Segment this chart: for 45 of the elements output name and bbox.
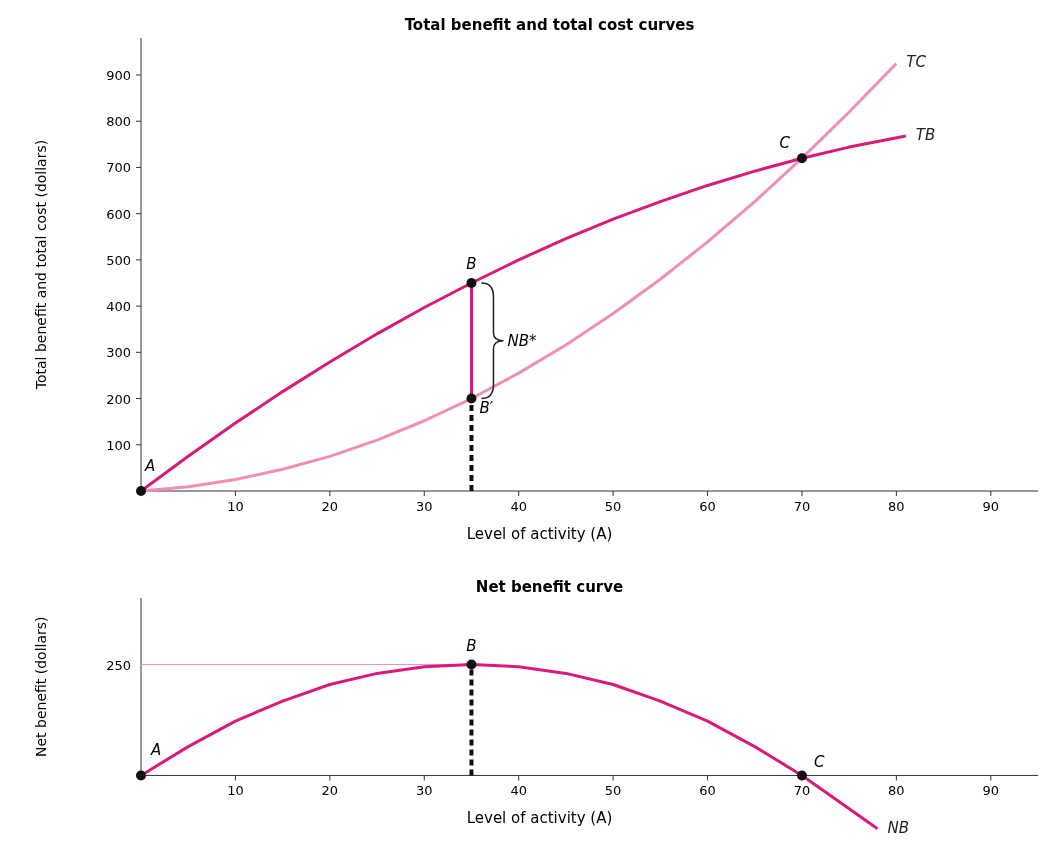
- y-tick-label: 100: [106, 437, 131, 453]
- x-tick-label: 30: [415, 499, 433, 514]
- series-label: TC: [906, 53, 927, 72]
- x-tick-label: 90: [982, 499, 1000, 514]
- x-tick-label: 90: [982, 783, 1000, 799]
- x-axis-title: Level of activity (A): [466, 525, 613, 543]
- y-tick-label: 200: [106, 391, 131, 407]
- y-tick-label: 800: [106, 114, 131, 130]
- text: 250: [106, 657, 131, 673]
- annotation: NB*: [507, 331, 537, 350]
- annotation: B: [466, 254, 477, 273]
- x-tick-label: 80: [888, 499, 905, 514]
- x-tick-label: 10: [227, 783, 244, 799]
- x-tick-label: 40: [510, 783, 527, 799]
- y-tick-label: 400: [106, 299, 131, 315]
- x-tick-label: 70: [793, 783, 811, 799]
- series-label: TB: [915, 126, 936, 144]
- x-tick-label: 80: [888, 783, 905, 799]
- annotation: B: [466, 636, 477, 655]
- annotation: A: [144, 457, 156, 475]
- x-tick-label: 50: [604, 783, 622, 799]
- y-tick-label: 700: [106, 160, 131, 176]
- x-tick-label: 60: [699, 499, 716, 514]
- annotation: C: [779, 134, 791, 153]
- annotation: C: [813, 753, 825, 772]
- chart-title: Total benefit and total cost curves: [404, 16, 695, 34]
- x-tick-label: 60: [699, 783, 716, 799]
- y-tick-label: 300: [106, 345, 131, 361]
- chart-title: Net benefit curve: [475, 578, 624, 596]
- y-tick-label: 900: [106, 67, 131, 83]
- x-tick-label: 70: [793, 499, 811, 514]
- x-axis-title: Level of activity (A): [466, 809, 613, 828]
- y-tick-label: 500: [106, 252, 131, 268]
- x-tick-label: 20: [321, 783, 339, 799]
- y-tick-label: 600: [106, 206, 131, 222]
- x-tick-label: 30: [415, 783, 433, 799]
- y-axis-title: Net benefit (dollars): [33, 616, 49, 757]
- x-tick-label: 10: [227, 499, 244, 514]
- x-tick-label: 50: [604, 499, 622, 514]
- annotation: A: [150, 741, 162, 760]
- annotation: B′: [479, 398, 494, 417]
- x-tick-label: 40: [510, 499, 527, 514]
- x-tick-label: 20: [321, 499, 339, 514]
- y-axis-title: Total benefit and total cost (dollars): [33, 139, 49, 391]
- series-label: NB: [887, 818, 909, 837]
